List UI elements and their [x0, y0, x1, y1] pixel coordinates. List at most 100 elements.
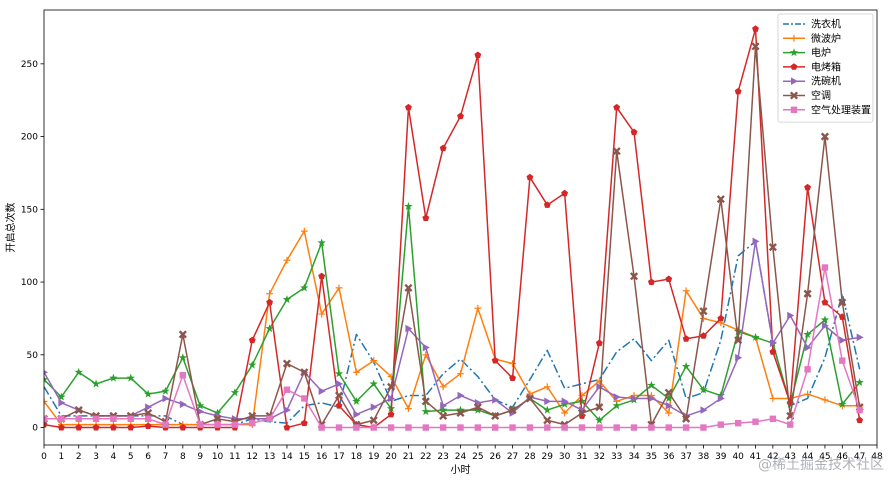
data-point [404, 283, 413, 292]
data-point [734, 419, 742, 427]
data-point [700, 424, 707, 431]
data-point [439, 424, 447, 431]
x-tick-label: 16 [316, 452, 328, 462]
legend-label: 空调 [811, 89, 831, 102]
data-point [439, 144, 447, 152]
data-point [596, 383, 604, 391]
data-point [421, 407, 430, 416]
data-point [561, 409, 569, 417]
series-4 [44, 25, 864, 431]
data-point [440, 401, 448, 410]
data-point [682, 414, 691, 423]
data-point [804, 183, 812, 191]
y-tick-label: 50 [27, 351, 39, 361]
legend-marker [791, 77, 798, 85]
data-point [648, 394, 656, 403]
data-point [473, 403, 482, 412]
data-point [544, 424, 551, 431]
legend-label: 电烤箱 [811, 60, 841, 73]
data-point [74, 367, 83, 376]
y-tick-label: 100 [21, 278, 38, 288]
data-point [318, 424, 325, 431]
data-point [335, 424, 343, 431]
data-point [734, 87, 742, 95]
data-point [179, 371, 187, 379]
data-point [508, 406, 517, 415]
x-tick-label: 25 [472, 452, 483, 462]
data-point [318, 387, 326, 395]
data-point [821, 298, 829, 306]
data-point [57, 392, 66, 401]
data-point [143, 389, 153, 398]
x-tick-label: 1 [58, 452, 64, 462]
data-point [631, 394, 639, 403]
data-point [821, 396, 829, 404]
data-point [75, 423, 83, 431]
data-point [682, 335, 690, 342]
data-point [266, 298, 274, 306]
data-point [543, 383, 551, 391]
x-tick-label: 18 [351, 452, 363, 462]
data-point [664, 388, 673, 397]
data-point [665, 275, 673, 283]
x-tick-label: 10 [212, 452, 224, 462]
data-point [369, 379, 378, 388]
data-point [334, 369, 344, 378]
data-point [525, 394, 534, 403]
data-point [526, 173, 534, 181]
data-point [751, 332, 760, 341]
data-point [612, 147, 621, 156]
x-tick-label: 30 [559, 452, 571, 462]
data-point [109, 373, 118, 382]
data-point [681, 362, 691, 370]
data-point [127, 423, 135, 431]
x-tick-label: 38 [698, 452, 710, 462]
data-point [404, 202, 413, 210]
data-point [838, 399, 847, 408]
x-tick-label: 33 [611, 452, 622, 462]
data-point [75, 415, 82, 423]
x-tick-label: 22 [420, 452, 431, 462]
legend-marker [790, 63, 798, 70]
data-point [92, 423, 100, 431]
x-tick-label: 42 [767, 452, 778, 462]
data-point [249, 419, 256, 427]
data-point [561, 397, 569, 406]
data-point [248, 411, 257, 420]
x-axis-label: 小时 [451, 464, 471, 476]
data-point [58, 399, 66, 407]
data-point [509, 424, 516, 431]
data-point [387, 410, 395, 418]
legend-label: 微波炉 [811, 32, 841, 45]
data-point [178, 353, 188, 362]
data-point [700, 406, 708, 414]
legend-marker [790, 34, 798, 42]
data-point [214, 421, 221, 428]
data-point [787, 421, 794, 428]
data-point [92, 415, 100, 423]
data-point [803, 330, 812, 338]
x-tick-label: 35 [646, 452, 657, 462]
data-point [595, 339, 603, 347]
data-point [352, 396, 361, 405]
data-point [509, 374, 516, 381]
data-point [283, 406, 291, 414]
data-point [422, 343, 430, 352]
data-point [179, 423, 187, 431]
x-tick-label: 32 [594, 452, 605, 462]
data-point [578, 424, 586, 431]
data-point [769, 395, 777, 402]
data-point [110, 415, 117, 423]
data-point [856, 406, 863, 414]
data-point [457, 391, 465, 400]
x-tick-label: 44 [802, 452, 814, 462]
data-point [179, 400, 187, 409]
data-point [456, 408, 465, 418]
x-tick-label: 19 [368, 452, 380, 462]
data-point [647, 380, 656, 389]
x-tick-label: 26 [489, 452, 501, 462]
data-point [283, 423, 291, 431]
data-point [301, 395, 308, 402]
data-point [387, 424, 395, 431]
